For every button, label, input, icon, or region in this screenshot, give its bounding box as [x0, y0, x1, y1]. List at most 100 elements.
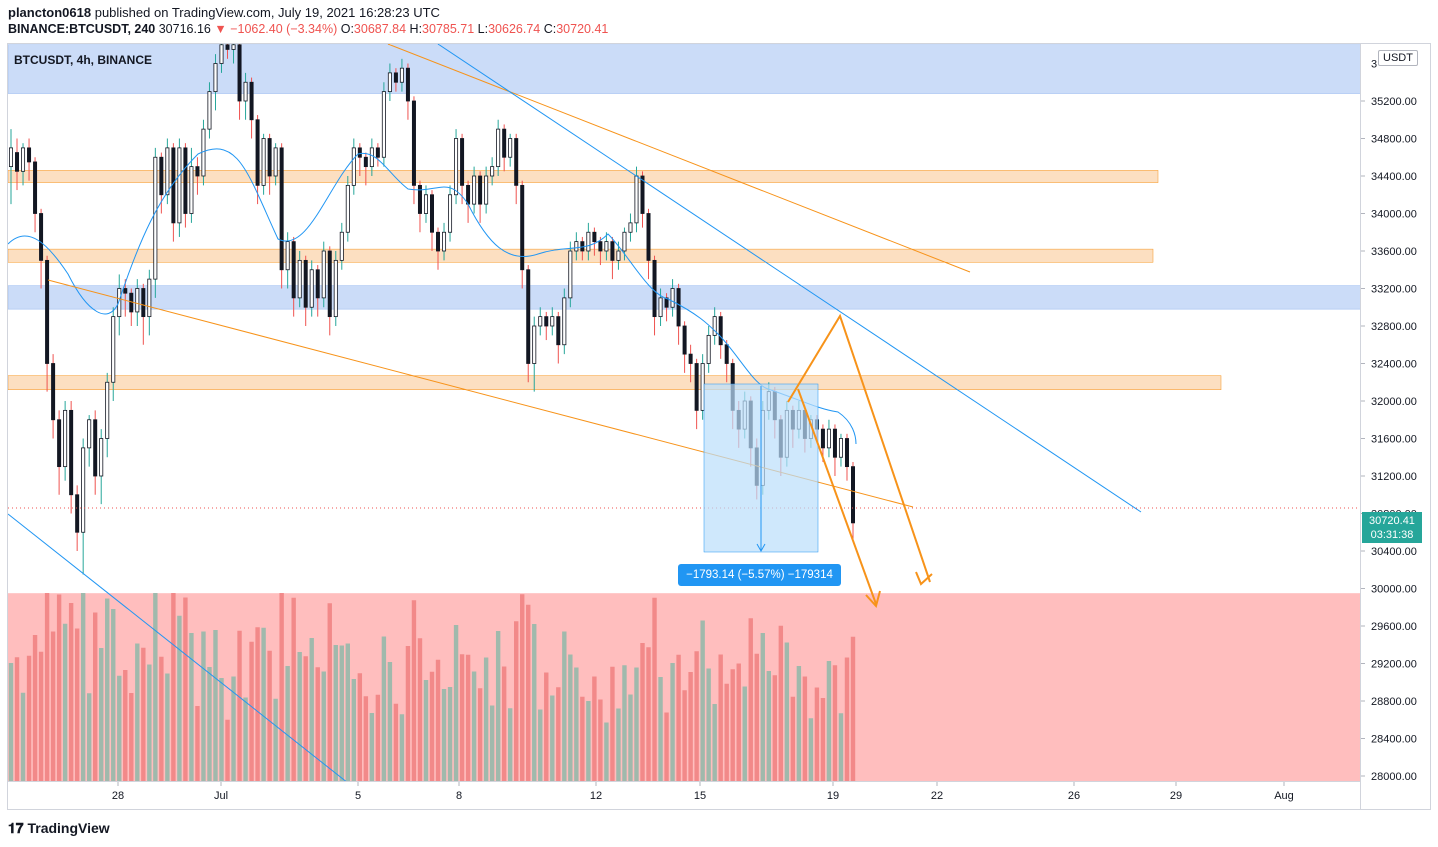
x-axis-svg[interactable]: 28 Jul 5 8 12 15 19 22 26 29 Aug: [8, 782, 1362, 810]
candle-body: [249, 81, 254, 121]
projection-arrow-1: [787, 313, 931, 583]
zone-blue-3[interactable]: [8, 285, 1361, 310]
volume-bar: [718, 654, 723, 781]
candle-body: [75, 494, 80, 533]
y-tick-label: 30000.00: [1371, 584, 1417, 596]
chart-svg[interactable]: [8, 44, 1361, 782]
volume-bar: [231, 676, 236, 781]
volume-bar: [129, 693, 134, 781]
y-axis-svg[interactable]: 35200.00 34800.00 34400.00 34000.00 33600.00…: [1361, 44, 1431, 811]
candle-body: [387, 72, 392, 93]
volume-bar: [207, 667, 212, 781]
volume-bar: [369, 713, 375, 781]
candle-body: [628, 222, 633, 233]
candle-body: [574, 241, 579, 252]
zone-orange-4[interactable]: [8, 375, 1222, 390]
y-tick-label: 32000.00: [1371, 396, 1417, 408]
volume-bar: [483, 657, 489, 781]
volume-bar: [165, 673, 170, 781]
volume-bar: [255, 627, 260, 781]
symbol-interval: BINANCE:BTCUSDT, 240: [8, 22, 156, 36]
volume-bar: [850, 636, 856, 781]
volume-bar: [586, 701, 591, 781]
volume-bar: [796, 666, 802, 781]
candle-body: [454, 138, 459, 196]
currency-unit-button[interactable]: USDT: [1378, 50, 1418, 66]
candle-body: [851, 466, 856, 524]
volume-bar: [592, 676, 597, 781]
candle-body: [676, 288, 681, 327]
candle-body: [604, 241, 609, 252]
candle-countdown: 03:31:38: [1370, 529, 1414, 541]
candle-body: [436, 231, 441, 252]
candle-body: [243, 81, 248, 102]
candle-body: [640, 175, 645, 214]
volume-bar: [832, 665, 838, 781]
candle-body: [718, 316, 723, 346]
close-value: 30720.41: [556, 22, 609, 36]
tradingview-logo-icon: 𝟏𝟕: [8, 820, 28, 836]
y-tick-label: 34800.00: [1371, 134, 1417, 146]
y-tick-label: 31600.00: [1371, 434, 1417, 446]
candle-body: [207, 91, 212, 130]
x-axis[interactable]: 28 Jul 5 8 12 15 19 22 26 29 Aug: [7, 782, 1361, 810]
candle-body: [610, 241, 615, 261]
y-axis[interactable]: 35200.00 34800.00 34400.00 34000.00 33600.00…: [1361, 43, 1431, 810]
volume-bar: [736, 663, 741, 781]
candle-body: [562, 297, 567, 346]
volume-bar: [694, 651, 699, 781]
moving-average-line: [8, 148, 857, 445]
candle-body: [267, 138, 272, 177]
volume-bar: [826, 661, 832, 781]
candle-body: [682, 325, 687, 355]
candle-body: [291, 241, 296, 299]
candle-body: [694, 363, 699, 411]
volume-bar: [177, 615, 182, 781]
candle-body: [652, 259, 657, 318]
volume-bar: [580, 696, 585, 781]
candle-body: [333, 259, 338, 318]
volume-bar: [411, 600, 417, 781]
x-tick-label: 12: [590, 790, 602, 802]
candle-body: [844, 438, 849, 468]
volume-bar: [8, 663, 14, 781]
zone-orange-1[interactable]: [8, 170, 1159, 183]
volume-bar: [351, 679, 357, 781]
y-tick-label-partial: 3: [1371, 59, 1377, 71]
volume-bar: [598, 699, 603, 781]
brand-name: TradingView: [27, 820, 110, 836]
volume-bar: [471, 671, 477, 781]
candle-body: [57, 419, 62, 468]
volume-bar: [375, 694, 381, 781]
volume-bar: [333, 645, 338, 781]
high-value: 30785.71: [422, 22, 475, 36]
x-tick-label: 22: [931, 790, 943, 802]
y-tick-label: 32400.00: [1371, 359, 1417, 371]
tradingview-logo[interactable]: 𝟏𝟕 TradingView: [8, 820, 110, 837]
volume-bar: [195, 706, 200, 781]
candle-body: [357, 147, 362, 158]
volume-bar: [111, 609, 116, 781]
candle-body: [520, 184, 525, 271]
volume-bar: [778, 625, 784, 781]
candle-body: [141, 288, 146, 318]
zone-blue-0[interactable]: [8, 44, 1361, 94]
volume-bar: [159, 656, 164, 781]
volume-bar: [267, 650, 272, 781]
candle-body: [466, 184, 471, 205]
volume-bar: [225, 719, 230, 781]
volume-bar: [790, 696, 796, 781]
volume-bar: [74, 628, 80, 781]
chart-plot-area[interactable]: [7, 43, 1361, 782]
candle-body: [321, 250, 326, 299]
volume-bar: [26, 655, 32, 781]
volume-bar: [68, 603, 74, 781]
publisher-name[interactable]: plancton0618: [8, 5, 92, 20]
volume-bar: [556, 687, 561, 781]
volume-bar: [423, 680, 429, 781]
y-tick-label: 29600.00: [1371, 621, 1417, 633]
high-label: H:: [409, 22, 423, 36]
volume-bar: [495, 631, 501, 781]
candle-body: [568, 250, 573, 299]
x-tick-label: 29: [1170, 790, 1182, 802]
